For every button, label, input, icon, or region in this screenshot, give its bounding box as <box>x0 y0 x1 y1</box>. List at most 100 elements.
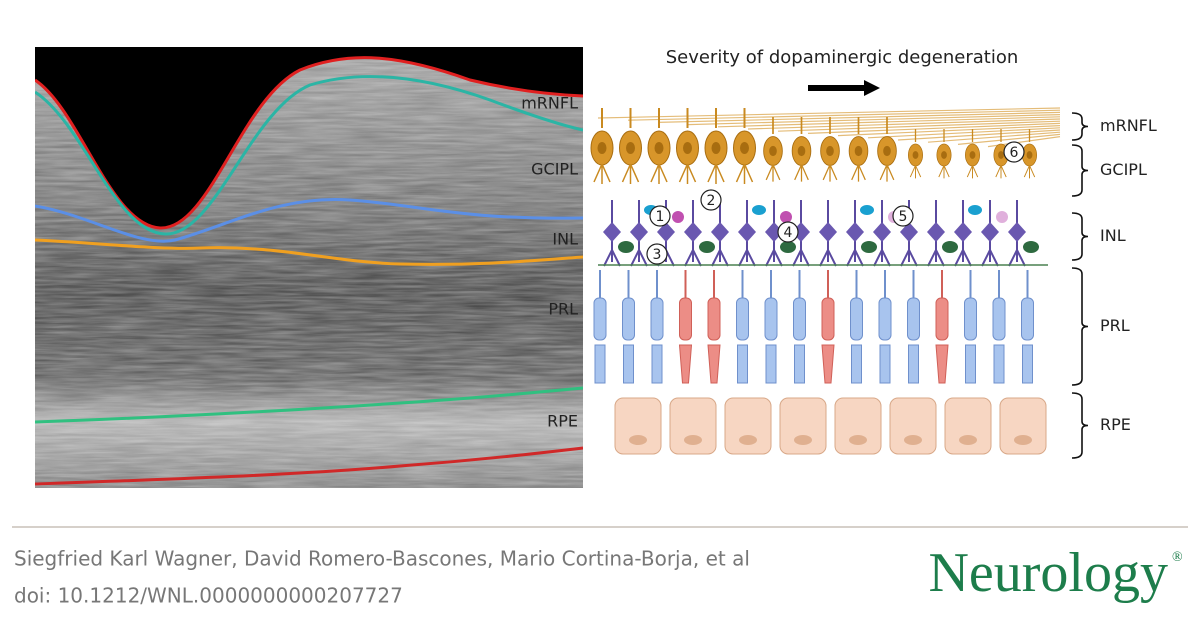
rpe-nucleus <box>959 435 977 445</box>
dendrites <box>879 164 895 182</box>
oct-labels: mRNFL GCIPL INL PRL RPE <box>521 94 578 431</box>
bracket <box>1071 267 1089 386</box>
pr-outer <box>765 344 777 384</box>
pr-outer <box>908 344 919 384</box>
axon <box>747 118 1061 130</box>
ganglion-cell <box>848 116 869 182</box>
pr-body <box>793 297 806 341</box>
nucleus <box>683 142 692 154</box>
ganglion-cell <box>820 116 840 182</box>
nucleus <box>654 142 664 154</box>
ganglion-cell <box>619 108 642 184</box>
ganglion-cell <box>877 116 897 182</box>
dopaminergic-cell <box>672 211 684 223</box>
pr-body <box>1021 297 1034 341</box>
pr-body <box>964 297 977 341</box>
rpe-cell <box>944 397 992 455</box>
rpe-cell <box>669 397 717 455</box>
nucleus <box>998 151 1004 159</box>
dendrites <box>909 165 922 179</box>
oct-layer-label: INL <box>552 230 578 249</box>
axon <box>627 109 1061 121</box>
bipolar-cell <box>954 222 972 242</box>
marker-label: 2 <box>707 193 716 209</box>
pr-body <box>821 297 835 341</box>
bipolar-cell <box>657 222 675 242</box>
axon <box>897 129 1061 141</box>
layer-label: RPE <box>1100 415 1131 434</box>
nucleus <box>769 145 777 157</box>
amacrine-cell <box>861 241 877 253</box>
markers: 1 2 3 4 5 6 <box>646 141 1025 265</box>
rpe-nucleus <box>904 435 922 445</box>
bipolar-cell <box>711 222 729 242</box>
nucleus <box>826 145 834 157</box>
pr-body <box>707 297 721 341</box>
nucleus <box>854 145 863 157</box>
bipolar-cell <box>684 222 702 242</box>
pr-outer <box>993 344 1005 384</box>
layer-label: mRNFL <box>1100 116 1157 135</box>
bipolar-cell <box>1008 222 1026 242</box>
pr-body <box>907 297 920 341</box>
nucleus <box>969 151 976 159</box>
pr-outer <box>737 344 748 384</box>
ganglion-cell <box>791 116 812 182</box>
marker-label: 4 <box>784 225 793 241</box>
bipolar-cell <box>981 222 999 242</box>
axon <box>717 116 1061 128</box>
pr-body <box>878 297 892 341</box>
ganglion-cell <box>965 128 980 179</box>
layer-label: PRL <box>1100 316 1130 335</box>
nucleus <box>1026 151 1033 159</box>
severity-arrow <box>808 80 880 96</box>
pr-outer <box>707 344 721 384</box>
bipolar-cell <box>630 222 648 242</box>
amacrine-cell <box>1023 241 1039 253</box>
rpe-nucleus <box>849 435 867 445</box>
layer-label: GCIPL <box>1100 160 1147 179</box>
marker-circle <box>649 205 671 227</box>
bracket <box>1071 212 1089 261</box>
rpe-nucleus <box>1014 435 1032 445</box>
dendrites <box>1023 165 1036 179</box>
ganglion-cell <box>1022 128 1037 179</box>
pr-body <box>764 297 778 341</box>
axon <box>867 127 1061 139</box>
axon <box>777 120 1061 132</box>
dendrites <box>621 163 640 184</box>
pr-outer <box>678 344 693 384</box>
rpe-nucleus <box>794 435 812 445</box>
horizontal-cell <box>860 205 874 215</box>
diagram-title: Severity of dopaminergic degeneration <box>666 47 1019 68</box>
pr-outer <box>935 344 949 384</box>
pr-outer <box>879 344 891 384</box>
bipolar-cell <box>927 222 945 242</box>
pr-body <box>593 297 607 341</box>
rpe-cell <box>614 397 662 455</box>
pr-body <box>992 297 1006 341</box>
rpe-cell <box>724 397 772 455</box>
dendrites <box>966 165 979 179</box>
nucleus <box>883 145 891 157</box>
bipolar-cell <box>846 222 864 242</box>
marker-circle <box>777 221 799 243</box>
dendrites <box>765 164 781 182</box>
pr-outer <box>651 344 663 384</box>
ganglion-cell <box>676 108 699 184</box>
horizontal-cell <box>968 205 982 215</box>
dendrites <box>735 163 754 184</box>
ganglion-cell <box>908 128 923 179</box>
layer-brackets: mRNFL GCIPL INL PRL RPE <box>1071 112 1157 459</box>
marker-circle <box>700 189 722 211</box>
bipolar-cell <box>819 222 837 242</box>
pr-outer <box>623 344 634 384</box>
bipolar-cell <box>765 222 783 242</box>
marker-circle <box>892 205 914 227</box>
axon <box>687 114 1061 126</box>
pr-outer <box>794 344 805 384</box>
bracket <box>1071 144 1089 197</box>
axon <box>807 122 1061 134</box>
rpe-cell <box>889 397 937 455</box>
